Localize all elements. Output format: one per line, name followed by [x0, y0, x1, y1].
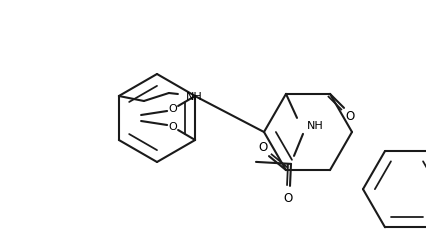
- Text: O: O: [259, 141, 268, 154]
- Text: O: O: [283, 192, 293, 205]
- Text: O: O: [169, 104, 178, 114]
- Text: O: O: [345, 110, 354, 123]
- Text: NH: NH: [307, 121, 324, 131]
- Text: NH: NH: [186, 92, 203, 102]
- Text: O: O: [169, 122, 178, 132]
